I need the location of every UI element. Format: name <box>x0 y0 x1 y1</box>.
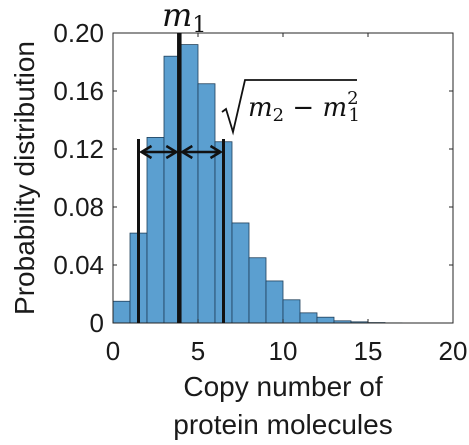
y-tick-label: 0.08 <box>53 192 104 222</box>
y-tick-label: 0.20 <box>53 18 104 48</box>
x-axis-label-line1: Copy number of <box>183 371 382 402</box>
histogram-bar <box>180 44 199 324</box>
y-tick-label: 0.16 <box>53 76 104 106</box>
histogram-bar <box>265 280 284 324</box>
x-axis-ticks: 0 5 10 15 20 <box>106 33 468 366</box>
y-tick-label: 0 <box>90 308 104 338</box>
histogram-bar <box>316 316 335 324</box>
histogram-bars <box>112 44 403 324</box>
x-tick-label: 10 <box>269 336 298 366</box>
y-axis-label: Probability distribution <box>9 41 40 315</box>
histogram-bar <box>146 136 165 324</box>
arrow-head <box>179 144 193 160</box>
y-tick-label: 0.04 <box>53 250 104 280</box>
x-tick-label: 20 <box>439 336 468 366</box>
histogram-bar <box>197 83 216 324</box>
x-tick-label: 0 <box>106 336 120 366</box>
left-std-arrow <box>139 144 179 160</box>
arrow-head <box>139 144 153 160</box>
x-tick-label: 15 <box>354 336 383 366</box>
arrow-head <box>209 144 223 160</box>
x-tick-label: 5 <box>191 336 205 366</box>
annotations: m1 m2 − m2 1 <box>137 0 360 323</box>
histogram-bar <box>231 222 250 324</box>
mean-label: m1 <box>162 0 206 38</box>
sqrt-radical <box>221 79 357 136</box>
std-label: m2 − m2 1 <box>248 88 360 126</box>
y-tick-label: 0.12 <box>53 134 104 164</box>
right-std-arrow <box>179 144 223 160</box>
histogram-bar <box>299 312 318 324</box>
histogram-bar <box>112 300 131 324</box>
x-axis-label-line2: protein molecules <box>173 409 392 440</box>
y-axis-ticks: 0 0.04 0.08 0.12 0.16 0.20 <box>53 18 453 338</box>
arrow-head <box>165 144 179 160</box>
histogram-bar <box>248 257 267 324</box>
histogram-bar <box>282 299 301 324</box>
